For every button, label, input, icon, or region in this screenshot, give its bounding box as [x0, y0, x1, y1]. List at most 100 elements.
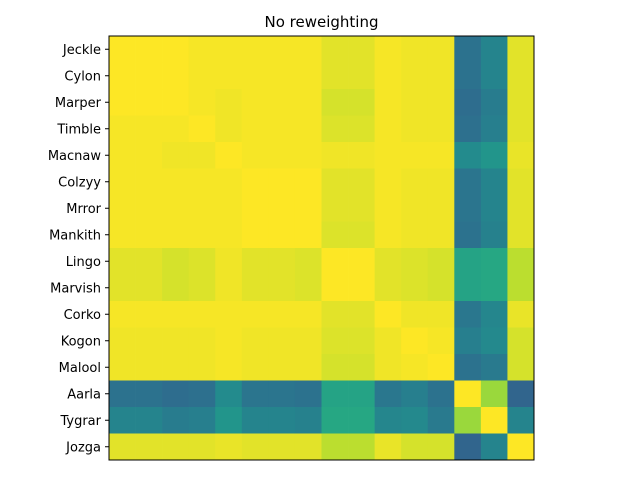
- heatmap-cell: [294, 301, 322, 328]
- heatmap-cell: [241, 433, 269, 461]
- heatmap-cell: [268, 433, 296, 461]
- heatmap-cell: [480, 301, 508, 328]
- heatmap-cell: [294, 89, 322, 116]
- heatmap-cell: [135, 115, 163, 143]
- heatmap-cell: [427, 327, 455, 355]
- heatmap-cell: [427, 62, 455, 90]
- heatmap-cell: [374, 274, 402, 302]
- heatmap-cell: [480, 195, 508, 222]
- heatmap-cell: [348, 36, 375, 63]
- heatmap-cell: [241, 380, 269, 408]
- heatmap-cell: [348, 433, 375, 461]
- heatmap-cell: [215, 301, 243, 328]
- heatmap-cell: [241, 354, 269, 381]
- heatmap-cell: [321, 354, 349, 381]
- heatmap-cell: [109, 221, 136, 249]
- heatmap-cell: [507, 433, 535, 461]
- heatmap-cell: [348, 274, 375, 302]
- row-tick-label: Jozga: [65, 440, 101, 455]
- heatmap-cell: [480, 380, 508, 408]
- heatmap-cell: [348, 380, 375, 408]
- heatmap-cell: [374, 36, 402, 63]
- heatmap-cell: [427, 115, 455, 143]
- heatmap-cell: [109, 142, 136, 169]
- row-tick-label: Mankith: [49, 228, 101, 243]
- heatmap-cells: [109, 36, 535, 461]
- heatmap-cell: [294, 142, 322, 169]
- row-tick-label: Corko: [64, 308, 101, 323]
- heatmap-cell: [427, 407, 455, 434]
- heatmap-cell: [215, 407, 243, 434]
- heatmap-cell: [348, 115, 375, 143]
- heatmap-cell: [321, 115, 349, 143]
- heatmap-cell: [109, 433, 136, 461]
- heatmap-cell: [374, 168, 402, 196]
- heatmap-cell: [268, 248, 296, 275]
- heatmap-cell: [162, 115, 190, 143]
- heatmap-cell: [454, 115, 482, 143]
- heatmap-cell: [294, 36, 322, 63]
- heatmap-cell: [162, 407, 190, 434]
- heatmap-cell: [294, 354, 322, 381]
- heatmap-cell: [268, 195, 296, 222]
- heatmap-cell: [321, 301, 349, 328]
- heatmap-cell: [480, 327, 508, 355]
- heatmap-cell: [135, 221, 163, 249]
- heatmap-cell: [188, 142, 216, 169]
- heatmap-cell: [454, 89, 482, 116]
- heatmap-cell: [321, 62, 349, 90]
- heatmap-cell: [480, 407, 508, 434]
- heatmap-cell: [188, 89, 216, 116]
- heatmap-cell: [215, 142, 243, 169]
- heatmap-cell: [268, 221, 296, 249]
- heatmap-cell: [401, 89, 429, 116]
- heatmap-cell: [454, 221, 482, 249]
- heatmap-cell: [507, 407, 535, 434]
- heatmap-cell: [480, 89, 508, 116]
- heatmap-cell: [374, 433, 402, 461]
- heatmap-cell: [454, 36, 482, 63]
- heatmap-cell: [135, 274, 163, 302]
- row-tick-label: Kogon: [61, 334, 101, 349]
- heatmap-cell: [507, 36, 535, 63]
- heatmap-cell: [162, 195, 190, 222]
- heatmap-cell: [348, 327, 375, 355]
- heatmap-cell: [109, 274, 136, 302]
- heatmap-cell: [294, 168, 322, 196]
- heatmap-cell: [109, 301, 136, 328]
- heatmap-cell: [188, 433, 216, 461]
- heatmap-cell: [427, 248, 455, 275]
- heatmap-cell: [480, 354, 508, 381]
- heatmap-cell: [241, 274, 269, 302]
- heatmap-cell: [427, 354, 455, 381]
- row-tick-label: Mrror: [66, 202, 101, 217]
- heatmap-cell: [109, 168, 136, 196]
- heatmap-cell: [480, 248, 508, 275]
- heatmap-cell: [374, 115, 402, 143]
- heatmap-cell: [427, 142, 455, 169]
- heatmap-cell: [241, 195, 269, 222]
- heatmap-cell: [135, 142, 163, 169]
- heatmap-cell: [215, 433, 243, 461]
- heatmap-cell: [294, 433, 322, 461]
- heatmap-cell: [454, 407, 482, 434]
- heatmap-cell: [215, 195, 243, 222]
- row-tick-label: Lingo: [66, 255, 101, 270]
- heatmap-cell: [348, 407, 375, 434]
- heatmap-cell: [162, 89, 190, 116]
- heatmap-cell: [374, 142, 402, 169]
- heatmap-cell: [109, 62, 136, 90]
- heatmap-cell: [374, 195, 402, 222]
- heatmap-cell: [401, 36, 429, 63]
- heatmap-cell: [109, 89, 136, 116]
- heatmap-cell: [507, 221, 535, 249]
- plot-frame: [108, 35, 535, 461]
- heatmap-cell: [401, 168, 429, 196]
- heatmap-cell: [348, 248, 375, 275]
- heatmap-cell: [401, 248, 429, 275]
- heatmap-cell: [109, 354, 136, 381]
- heatmap-cell: [321, 195, 349, 222]
- heatmap-cell: [109, 115, 136, 143]
- heatmap-cell: [480, 142, 508, 169]
